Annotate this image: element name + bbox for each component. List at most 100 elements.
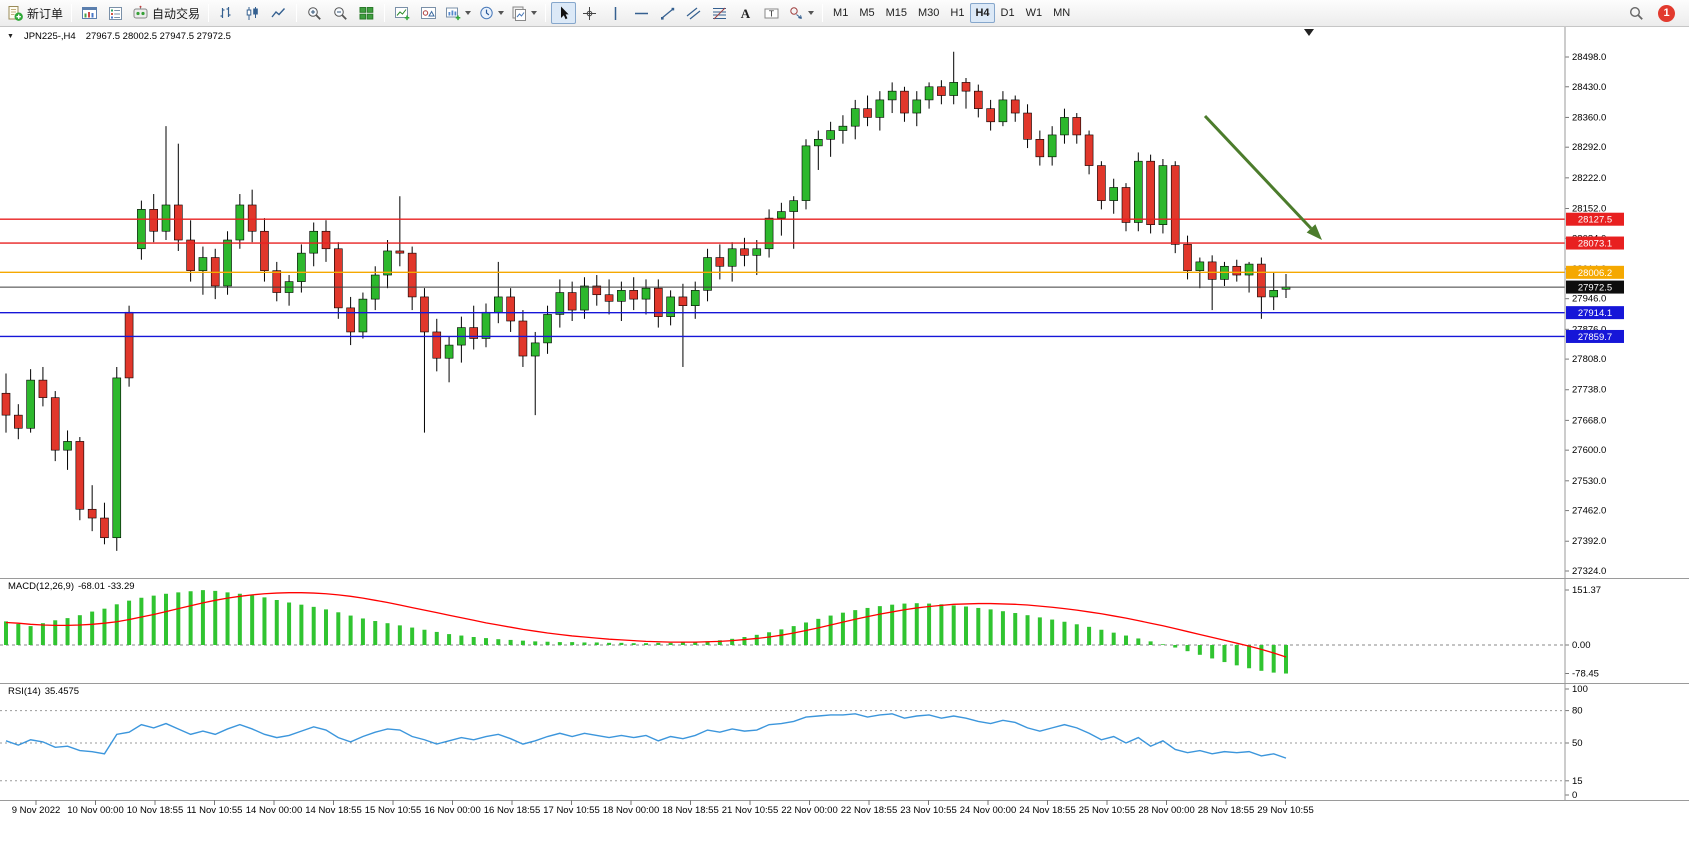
candle-body	[223, 239, 232, 287]
auto-trading-button[interactable]: 自动交易	[129, 2, 203, 24]
horizontal-line-button[interactable]	[629, 2, 654, 24]
price-badge: 28006.2	[1566, 265, 1624, 279]
trend-arrow-shaft[interactable]	[1203, 114, 1313, 230]
time-axis[interactable]: 9 Nov 2022 10 Nov 00:00 10 Nov 18:55 11 Nov…	[12, 800, 1314, 816]
candle-body	[567, 292, 577, 311]
candle-body	[1097, 165, 1106, 201]
candle-body	[186, 239, 195, 271]
bar-chart-icon	[220, 6, 231, 18]
indicators-button[interactable]	[390, 2, 415, 24]
trendline-button[interactable]	[655, 2, 680, 24]
text-tool-button[interactable]: A	[733, 2, 758, 24]
tile-windows-button[interactable]	[354, 2, 379, 24]
market-watch-button[interactable]	[103, 2, 128, 24]
chart-window-icon	[82, 6, 98, 19]
fibonacci-button[interactable]	[707, 2, 732, 24]
price-badge: 27972.5	[1566, 280, 1624, 294]
time-tick-label: 23 Nov 10:55	[900, 805, 957, 816]
objects-button[interactable]	[416, 2, 441, 24]
chart-shift-marker-icon[interactable]	[1304, 29, 1314, 36]
macd-scale-label: -78.45	[1572, 669, 1599, 680]
time-tick-label: 14 Nov 00:00	[246, 805, 303, 816]
macd-indicator-label: MACD(12,26,9) -68.01 -33.29	[8, 581, 139, 592]
new-chart-button[interactable]	[442, 2, 474, 24]
candle-body	[1146, 160, 1155, 225]
candle-body	[764, 217, 774, 250]
candle-body	[641, 287, 651, 300]
trend-arrow-head-icon[interactable]	[1306, 224, 1322, 240]
text-icon: A	[741, 6, 751, 21]
rsi-panel[interactable]: 100 80 50 15 0	[0, 684, 1588, 801]
time-tick-label: 15 Nov 10:55	[365, 805, 422, 816]
candle-body	[1, 392, 11, 416]
market-watch-icon	[109, 6, 123, 20]
indicators-icon	[395, 6, 410, 20]
charts-button[interactable]	[77, 2, 102, 24]
time-tick-label: 10 Nov 18:55	[127, 805, 184, 816]
candle-body	[986, 108, 995, 123]
candle-body	[555, 292, 565, 315]
candle-body	[260, 230, 269, 271]
candle-body	[50, 397, 60, 451]
main-chart-panel[interactable]	[0, 29, 1565, 551]
candle-body	[518, 320, 528, 357]
candle-body	[1084, 134, 1094, 166]
timeframe-m30[interactable]: M30	[918, 7, 940, 19]
crosshair-button[interactable]	[577, 2, 602, 24]
line-chart-button[interactable]	[266, 2, 291, 24]
macd-name: MACD(12,26,9)	[8, 581, 74, 592]
candle-body	[1232, 265, 1242, 276]
timeframe-mn[interactable]: MN	[1053, 7, 1071, 19]
arrows-icon	[790, 6, 803, 19]
candle-body	[752, 248, 762, 256]
candle-body	[1195, 261, 1205, 271]
macd-panel[interactable]: 151.37 0.00 -78.45	[0, 585, 1601, 680]
timeframe-d1[interactable]: D1	[1000, 7, 1015, 19]
vertical-line-icon	[614, 6, 617, 20]
candle-body	[961, 82, 971, 92]
new-order-button[interactable]: 新订单	[4, 2, 66, 24]
time-tick-label: 22 Nov 18:55	[841, 805, 898, 816]
search-button[interactable]	[1624, 2, 1649, 24]
equidistant-channel-button[interactable]	[681, 2, 706, 24]
candle-body	[592, 285, 602, 296]
bar-chart-button[interactable]	[214, 2, 239, 24]
text-label-button[interactable]: T	[759, 2, 784, 24]
chart-symbol-period: JPN225-,H4	[23, 31, 76, 42]
time-tick-label: 29 Nov 10:55	[1257, 805, 1314, 816]
price-tick-label: 27876.0	[1572, 324, 1606, 335]
candle-body	[383, 250, 392, 276]
candle-body	[420, 296, 429, 333]
timeframe-m15[interactable]: M15	[885, 7, 907, 19]
collapse-arrow-icon[interactable]: ▼	[7, 33, 14, 40]
candle-body	[124, 311, 134, 379]
arrows-button[interactable]	[785, 2, 817, 24]
zoom-out-button[interactable]	[328, 2, 353, 24]
timeframe-h4[interactable]: H4	[970, 3, 995, 23]
candle-body	[937, 86, 946, 96]
zoom-out-icon	[334, 6, 347, 20]
timeframe-h1[interactable]: H1	[950, 7, 965, 19]
time-tick-label: 21 Nov 10:55	[722, 805, 779, 816]
periods-button[interactable]	[475, 2, 507, 24]
price-tick-label: 27392.0	[1572, 536, 1606, 547]
price-tick-label: 28430.0	[1572, 82, 1606, 93]
timeframe-m5[interactable]: M5	[859, 7, 875, 19]
candle-body	[14, 414, 23, 429]
price-axis[interactable]: 28498.0 28430.0 28360.0 28292.0 28222.0 28152…	[1565, 52, 1624, 577]
fibonacci-icon	[713, 7, 727, 19]
notification-badge[interactable]: 1	[1658, 4, 1675, 22]
timeframe-w1[interactable]: W1	[1025, 7, 1043, 19]
price-badge: 28127.5	[1566, 212, 1624, 226]
timeframe-m1[interactable]: M1	[833, 7, 849, 19]
candlestick-chart-button[interactable]	[240, 2, 265, 24]
price-tick-label: 27600.0	[1572, 445, 1606, 456]
zoom-in-button[interactable]	[302, 2, 327, 24]
templates-button[interactable]	[508, 2, 540, 24]
vertical-line-button[interactable]	[603, 2, 628, 24]
cursor-button[interactable]	[551, 2, 577, 24]
candle-body	[38, 379, 48, 398]
price-badge: 27914.1	[1566, 306, 1624, 320]
